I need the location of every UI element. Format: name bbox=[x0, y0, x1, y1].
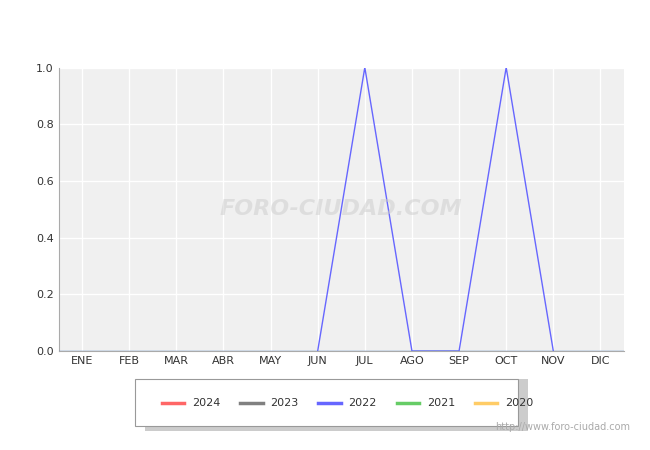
Text: 2023: 2023 bbox=[270, 398, 298, 408]
Text: 2020: 2020 bbox=[505, 398, 533, 408]
Text: Matriculaciones de Vehiculos en Mochales: Matriculaciones de Vehiculos en Mochales bbox=[164, 19, 486, 35]
Text: 2024: 2024 bbox=[192, 398, 220, 408]
Text: 2021: 2021 bbox=[426, 398, 455, 408]
Text: 2022: 2022 bbox=[348, 398, 377, 408]
FancyBboxPatch shape bbox=[145, 379, 528, 431]
Text: http://www.foro-ciudad.com: http://www.foro-ciudad.com bbox=[495, 422, 630, 432]
Text: FORO-CIUDAD.COM: FORO-CIUDAD.COM bbox=[220, 199, 463, 219]
FancyBboxPatch shape bbox=[135, 379, 518, 426]
